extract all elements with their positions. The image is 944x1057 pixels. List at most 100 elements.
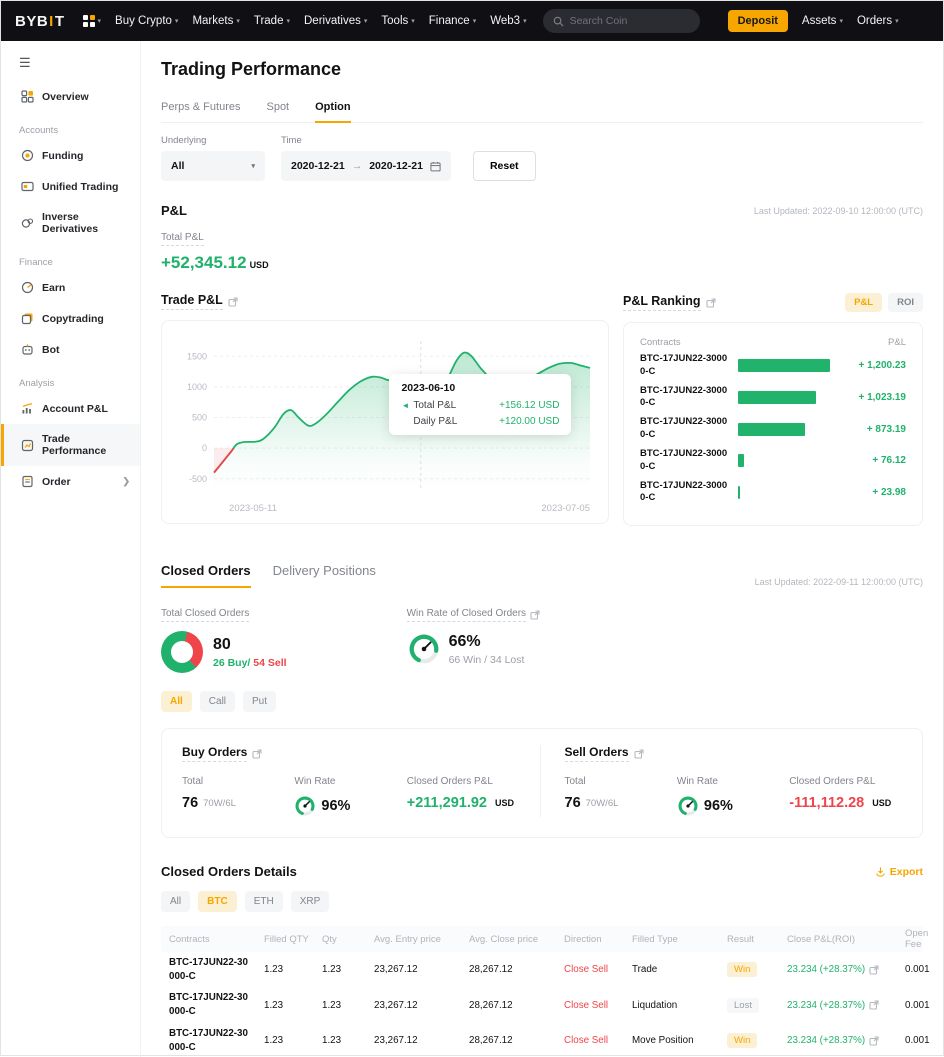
copytrading-icon: [21, 313, 33, 325]
sidebar-item-copytrading[interactable]: Copytrading: [1, 303, 140, 334]
nav-markets[interactable]: Markets ▾: [192, 15, 240, 27]
sell-winrate-label: Win Rate: [676, 776, 718, 787]
time-label: Time: [281, 135, 302, 146]
table-row: BTC-17JUN22-30000-C 1.23 1.23 23,267.12 …: [169, 1027, 930, 1053]
sidebar-item-label: Order: [42, 475, 71, 488]
ranking-col-pnl: P&L: [888, 337, 906, 348]
tooltip-daily-value: +120.00 USD: [499, 415, 560, 427]
sidebar-section-finance: Finance: [19, 257, 53, 268]
account-pnl-icon: [22, 403, 33, 414]
sidebar-collapse-button[interactable]: ☰: [19, 55, 31, 70]
sidebar-item-overview[interactable]: Overview: [1, 81, 140, 112]
export-button[interactable]: Export: [875, 866, 923, 878]
reset-button[interactable]: Reset: [472, 151, 536, 181]
nav-buy-crypto[interactable]: Buy Crypto ▾: [115, 15, 179, 27]
buy-orders-summary: Buy Orders Total 76 70W/6L Win Rate 96%: [182, 745, 540, 817]
chip-put[interactable]: Put: [243, 691, 277, 712]
tab-delivery-positions[interactable]: Delivery Positions: [272, 563, 376, 578]
tab-closed-orders[interactable]: Closed Orders: [161, 556, 251, 588]
sell-win-loss: 70W/6L: [585, 797, 619, 809]
ranking-toggle-pnl[interactable]: P&L: [845, 293, 883, 312]
chevron-right-icon: ❯: [122, 476, 130, 486]
sidebar-item-label: Inverse Derivatives: [42, 211, 99, 235]
nav-assets[interactable]: Assets ▾: [801, 15, 843, 27]
external-link-icon[interactable]: [633, 748, 644, 759]
sell-orders-summary: Sell Orders Total 76 70W/6L Win Rate 96%: [539, 745, 903, 817]
gauge-icon: [295, 796, 315, 816]
ranking-row: BTC-17JUN22-30000-C + 76.12: [640, 447, 906, 472]
ranking-toggle-roi[interactable]: ROI: [888, 293, 923, 312]
chart-tooltip: 2023-06-10 ◄ Total P&L +156.12 USD ◄ Dai…: [389, 373, 572, 435]
coin-filter: All BTC ETH XRP: [161, 891, 923, 912]
option-type-filter: All Call Put: [161, 691, 923, 712]
sidebar-item-order[interactable]: Order ❯: [1, 466, 140, 497]
tab-option[interactable]: Option: [315, 94, 351, 123]
direction-cell: Close Sell: [564, 964, 609, 976]
direction-cell: Close Sell: [564, 999, 609, 1011]
sidebar-item-funding[interactable]: Funding: [1, 140, 140, 171]
external-link-icon[interactable]: [869, 1000, 879, 1010]
svg-text:500: 500: [192, 413, 207, 423]
sidebar-item-bot[interactable]: Bot: [1, 334, 140, 365]
svg-text:1000: 1000: [187, 382, 207, 392]
external-link-icon[interactable]: [228, 296, 238, 307]
sidebar-item-account-pnl[interactable]: Account P&L: [1, 393, 140, 424]
date-range-picker[interactable]: 2020-12-21 → 2020-12-21: [281, 151, 451, 181]
sidebar-item-inverse-derivatives[interactable]: Inverse Derivatives: [1, 202, 140, 244]
main-content: Trading Performance Perps & Futures Spot…: [141, 41, 943, 1057]
nav-derivatives[interactable]: Derivatives ▾: [304, 15, 368, 27]
sidebar-item-trade-performance[interactable]: Trade Performance: [1, 424, 140, 466]
search-icon: [553, 16, 564, 27]
buy-orders-title: Buy Orders: [182, 745, 248, 762]
sidebar-item-unified-trading[interactable]: Unified Trading: [1, 171, 140, 202]
chip-eth[interactable]: ETH: [244, 891, 283, 912]
bybit-logo[interactable]: BYB I T: [15, 13, 65, 30]
chip-all[interactable]: All: [161, 691, 192, 712]
nav-orders[interactable]: Orders ▾: [856, 15, 899, 27]
series-marker-icon: ◄: [401, 400, 410, 410]
nav-trade[interactable]: Trade ▾: [253, 15, 290, 27]
page-title: Trading Performance: [161, 59, 342, 79]
search-input[interactable]: [569, 15, 690, 27]
chip-call[interactable]: Call: [199, 691, 236, 712]
underlying-value: All: [171, 160, 185, 172]
direction-cell: Close Sell: [564, 1035, 609, 1047]
apps-menu-button[interactable]: ▾: [79, 15, 101, 27]
ranking-col-contracts: Contracts: [640, 337, 681, 348]
date-from: 2020-12-21: [291, 160, 345, 172]
underlying-select[interactable]: All ▾: [161, 151, 265, 181]
logo-accent-bar: I: [49, 12, 54, 30]
chip-btc[interactable]: BTC: [198, 891, 237, 912]
chip-xrp[interactable]: XRP: [290, 891, 330, 912]
nav-tools[interactable]: Tools ▾: [381, 15, 415, 27]
buy-pnl-value: +211,291.92: [406, 795, 487, 811]
tab-spot[interactable]: Spot: [266, 101, 290, 113]
chip-all-coins[interactable]: All: [161, 891, 191, 912]
sidebar: ☰ Overview Accounts Funding Unified Trad…: [1, 41, 141, 1057]
sidebar-item-label: Unified Trading: [42, 180, 119, 193]
chevron-down-icon: ▾: [472, 17, 477, 25]
sidebar-item-earn[interactable]: Earn: [1, 272, 140, 303]
sell-pnl-value: -111,112.28: [789, 795, 865, 811]
external-link-icon[interactable]: [869, 965, 879, 975]
external-link-icon[interactable]: [252, 748, 262, 759]
sell-total-label: Total: [564, 776, 586, 787]
gauge-icon: [678, 796, 698, 816]
chevron-down-icon: ▾: [839, 17, 843, 25]
order-icon: [22, 475, 33, 488]
tab-perps-futures[interactable]: Perps & Futures: [161, 101, 241, 113]
svg-text:2023-05-11: 2023-05-11: [229, 503, 277, 514]
svg-text:-500: -500: [189, 474, 207, 484]
deposit-button[interactable]: Deposit: [727, 10, 788, 32]
nav-finance[interactable]: Finance ▾: [428, 15, 477, 27]
buy-total-value: 76: [182, 795, 199, 811]
nav-web3[interactable]: Web3 ▾: [490, 15, 527, 27]
buy-count: 26 Buy/: [213, 656, 251, 669]
external-link-icon[interactable]: [706, 297, 716, 308]
buy-total-label: Total: [182, 776, 204, 787]
sidebar-item-label: Overview: [42, 90, 89, 103]
pnl-section-title: P&L: [161, 203, 187, 218]
external-link-icon[interactable]: [869, 1035, 879, 1046]
coin-search[interactable]: [542, 9, 700, 33]
external-link-icon[interactable]: [530, 610, 540, 620]
